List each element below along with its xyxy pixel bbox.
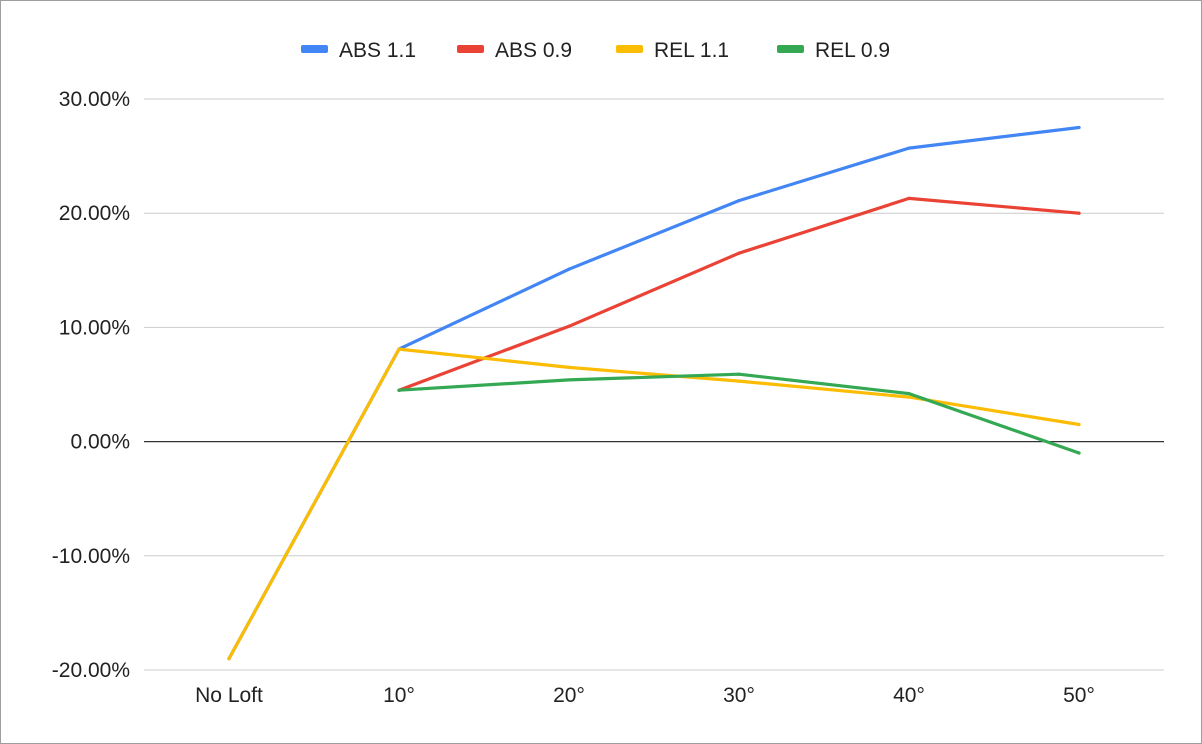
x-tick-label: 10° xyxy=(383,684,415,707)
data-point xyxy=(737,251,741,255)
data-point xyxy=(907,395,911,399)
x-tick-label: 50° xyxy=(1063,684,1095,707)
x-tick-label: 30° xyxy=(723,684,755,707)
legend-item: REL 0.9 xyxy=(777,39,890,62)
data-point xyxy=(1077,422,1081,427)
data-point xyxy=(907,146,911,150)
data-point xyxy=(737,372,741,376)
data-point xyxy=(227,656,231,661)
x-tick-label: 20° xyxy=(553,684,585,707)
data-point xyxy=(737,199,741,203)
data-point xyxy=(397,388,401,392)
grid xyxy=(144,98,1164,671)
y-tick-label: -20.00% xyxy=(52,659,130,682)
legend-swatch xyxy=(301,45,328,53)
legend-item: REL 1.1 xyxy=(616,39,729,62)
legend-label: REL 0.9 xyxy=(815,39,890,62)
data-point xyxy=(1077,211,1081,215)
legend-label: ABS 1.1 xyxy=(339,39,416,62)
legend: ABS 1.1 ABS 0.9 REL 1.1 REL 0.9 xyxy=(301,39,890,62)
legend-swatch xyxy=(616,45,643,53)
data-point xyxy=(567,378,571,382)
y-tick-label: 20.00% xyxy=(59,202,130,225)
series-line xyxy=(227,125,1081,661)
y-tick-label: 10.00% xyxy=(59,316,130,339)
data-point xyxy=(397,347,401,351)
data-point xyxy=(737,379,741,383)
data-point xyxy=(907,196,911,200)
data-point xyxy=(567,324,571,328)
series-abs-1-1 xyxy=(227,125,1081,661)
x-axis: No Loft 10° 20° 30° 40° 50° xyxy=(195,684,1095,707)
legend-item: ABS 0.9 xyxy=(457,39,572,62)
y-axis: 30.00% 20.00% 10.00% 0.00% -10.00% -20.00% xyxy=(52,88,130,682)
series-abs-0-9 xyxy=(397,196,1081,392)
data-point xyxy=(567,267,571,271)
y-tick-label: 0.00% xyxy=(70,431,130,454)
y-tick-label: -10.00% xyxy=(52,545,130,568)
legend-label: REL 1.1 xyxy=(654,39,729,62)
series-rel-1-1 xyxy=(227,347,1081,661)
legend-swatch xyxy=(777,45,804,53)
series-line xyxy=(227,347,1081,661)
data-point xyxy=(1077,451,1081,455)
series-layer xyxy=(227,125,1081,661)
legend-label: ABS 0.9 xyxy=(495,39,572,62)
x-tick-label: 40° xyxy=(893,684,925,707)
series-rel-0-9 xyxy=(397,372,1081,455)
x-tick-label: No Loft xyxy=(195,684,263,707)
legend-swatch xyxy=(457,45,484,53)
y-tick-label: 30.00% xyxy=(59,88,130,111)
data-point xyxy=(1077,125,1081,130)
data-point xyxy=(907,392,911,396)
data-point xyxy=(567,365,571,369)
legend-item: ABS 1.1 xyxy=(301,39,416,62)
